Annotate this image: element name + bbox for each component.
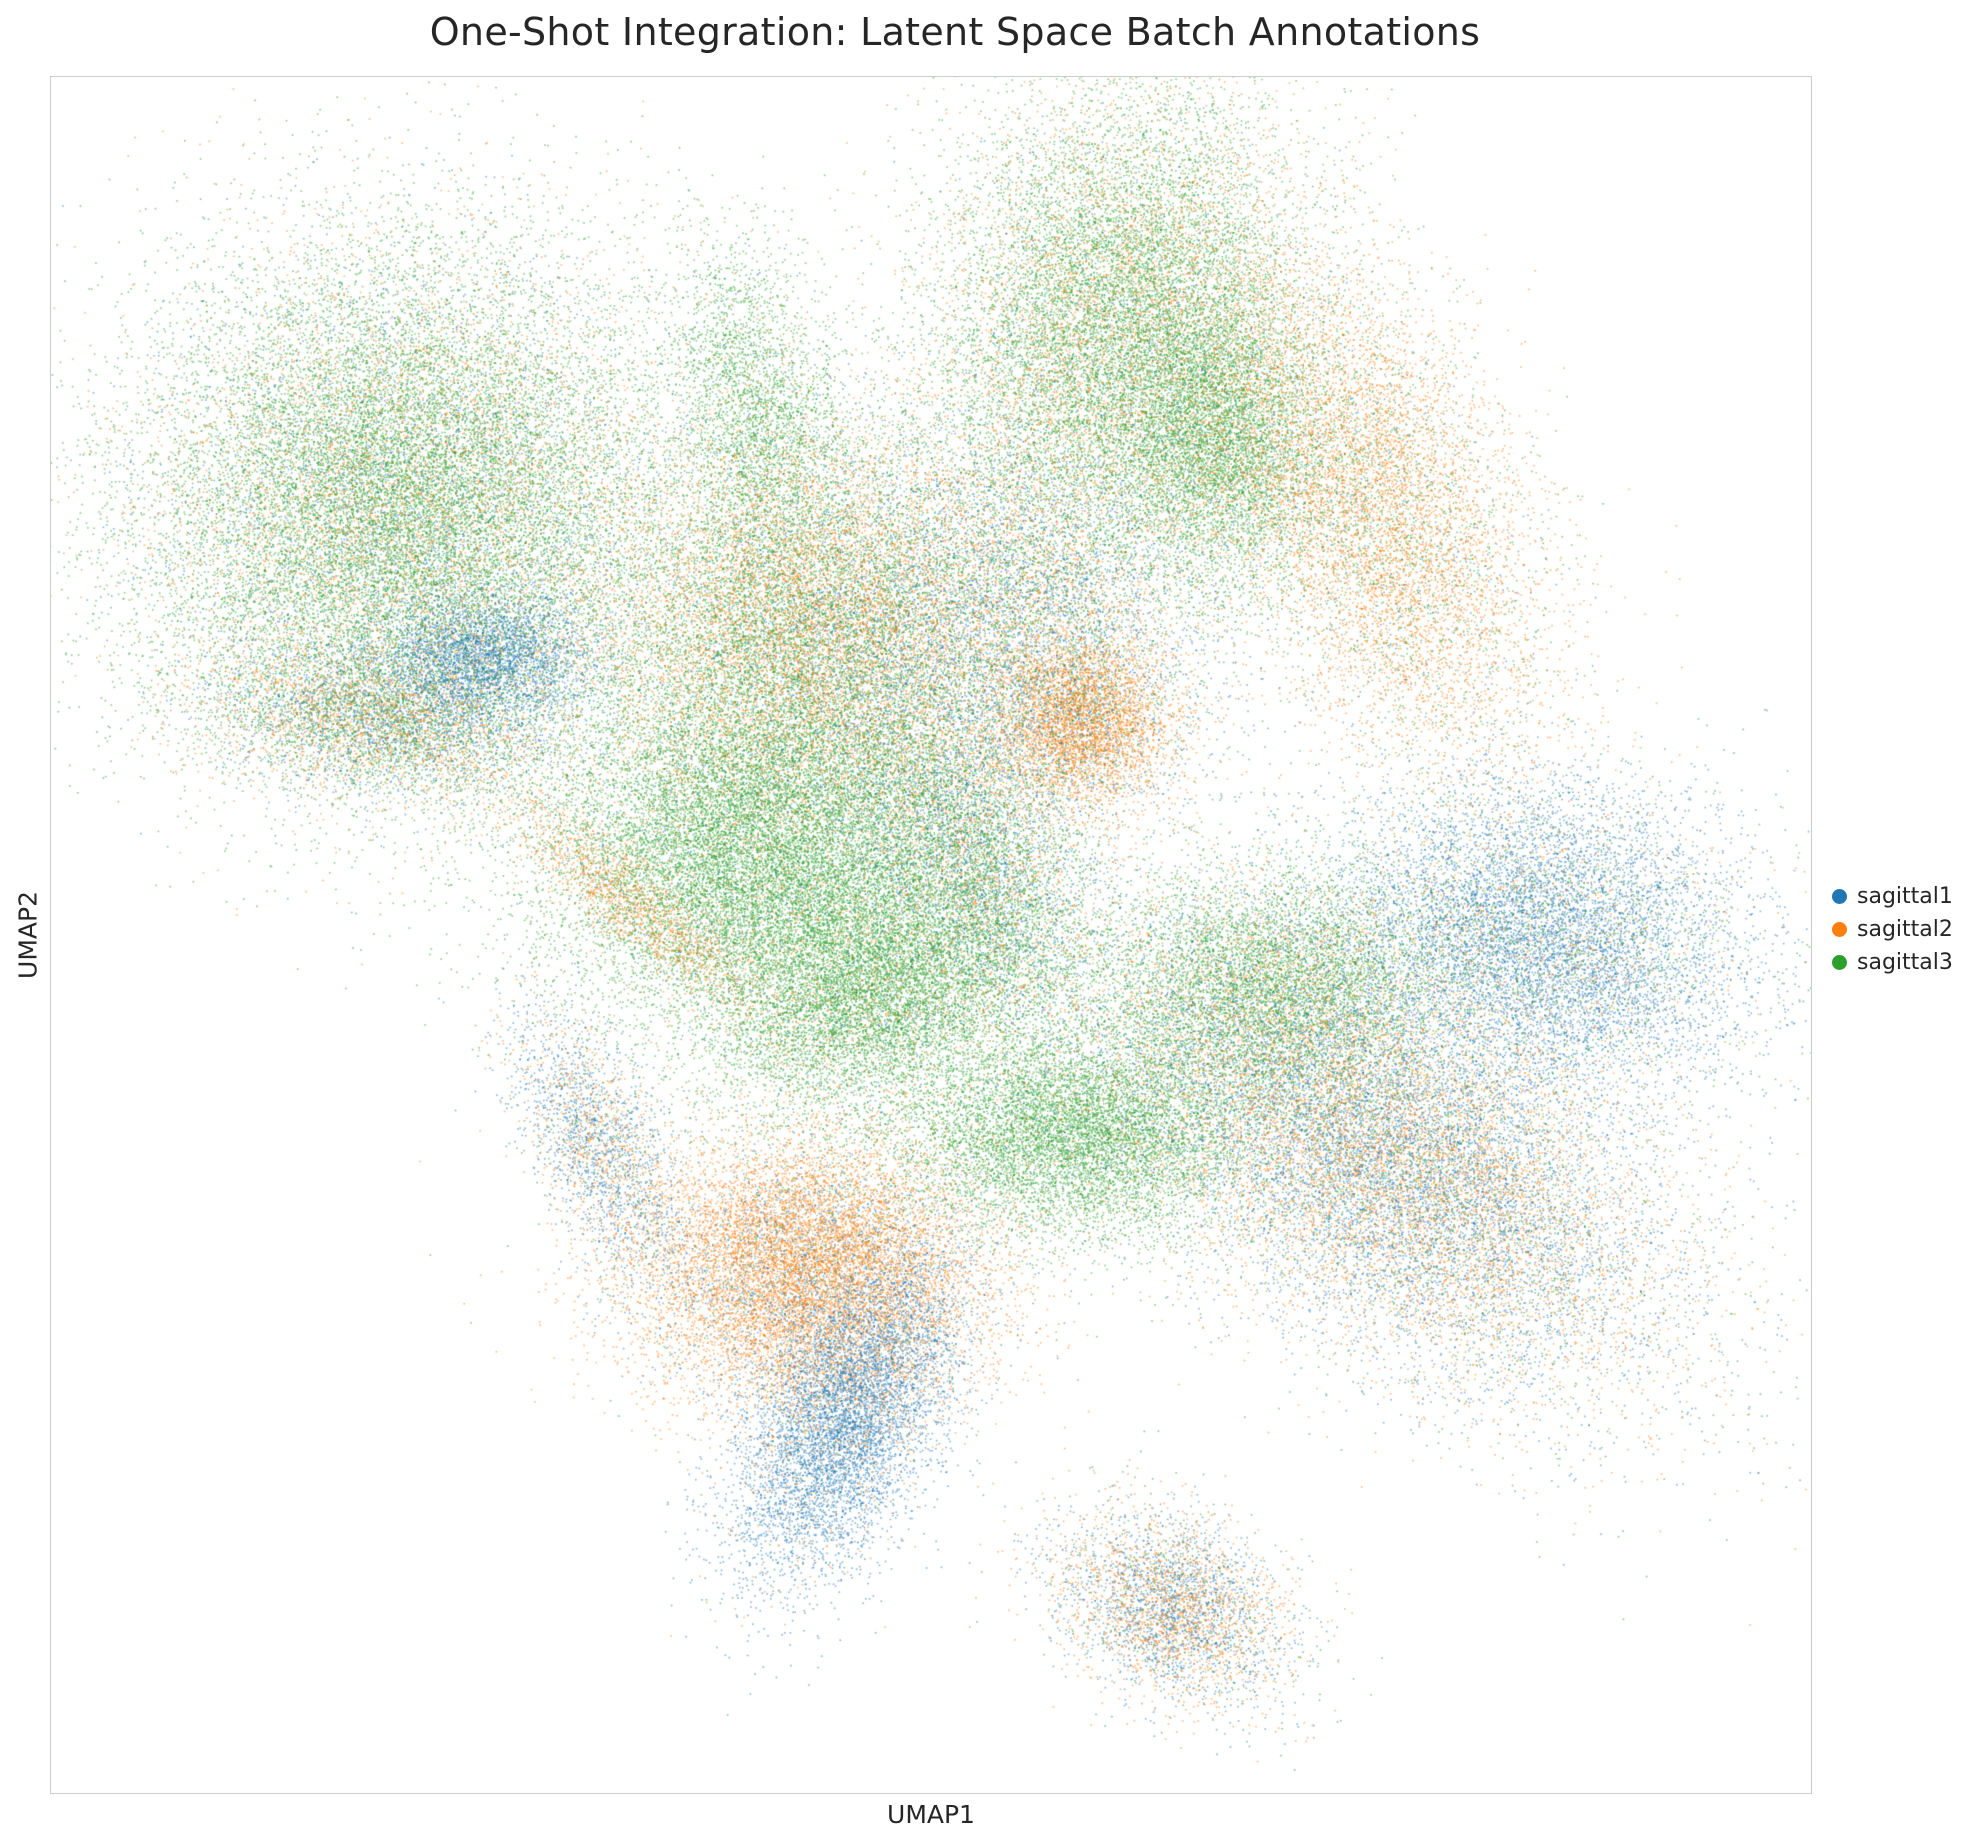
legend-item-sagittal2: sagittal2: [1832, 913, 1953, 946]
legend-item-sagittal1: sagittal1: [1832, 880, 1953, 913]
legend-label-sagittal3: sagittal3: [1857, 950, 1953, 975]
scatter-points: [51, 77, 1811, 1793]
x-axis-label: UMAP1: [887, 1800, 975, 1829]
chart-title: One-Shot Integration: Latent Space Batch…: [429, 10, 1481, 54]
legend: sagittal1 sagittal2 sagittal3: [1832, 880, 1953, 979]
y-axis-label: UMAP2: [13, 891, 43, 979]
legend-marker-sagittal1: [1832, 889, 1847, 904]
plot-area: [50, 76, 1812, 1794]
legend-marker-sagittal2: [1832, 922, 1847, 937]
legend-item-sagittal3: sagittal3: [1832, 946, 1953, 979]
legend-label-sagittal1: sagittal1: [1857, 884, 1953, 909]
legend-marker-sagittal3: [1832, 955, 1847, 970]
legend-label-sagittal2: sagittal2: [1857, 917, 1953, 942]
